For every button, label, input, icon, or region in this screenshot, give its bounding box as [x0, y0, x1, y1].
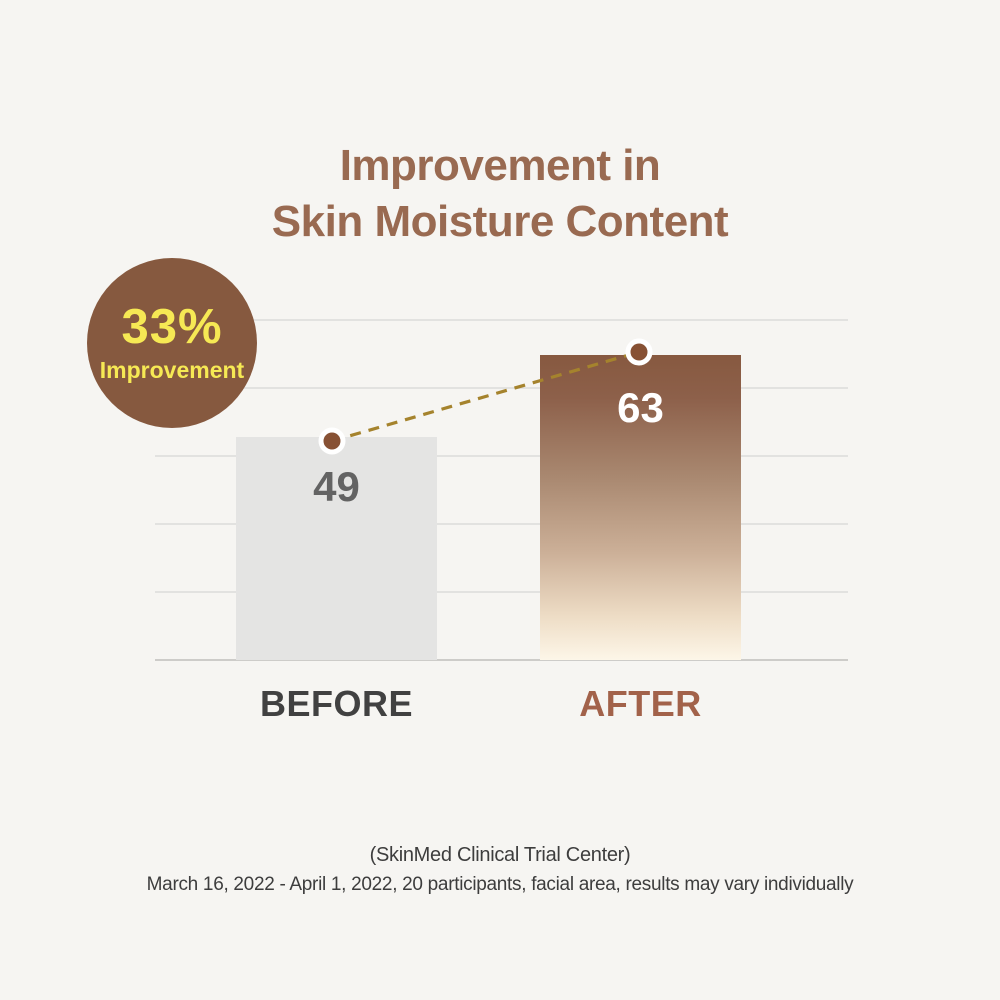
chart-title: Improvement in Skin Moisture Content	[0, 138, 1000, 250]
bar-after-value: 63	[617, 384, 664, 431]
category-label-before: BEFORE	[259, 683, 413, 724]
bar-before-value: 49	[313, 463, 360, 510]
improvement-percent: 33%	[121, 300, 223, 354]
chart-title-line1: Improvement in	[339, 141, 661, 190]
chart-title-line2: Skin Moisture Content	[271, 197, 729, 246]
improvement-label: Improvement	[99, 357, 245, 383]
footer-source: (SkinMed Clinical Trial Center)	[369, 844, 631, 866]
category-label-after: AFTER	[579, 683, 702, 724]
bar-after: 63	[540, 355, 741, 660]
improvement-badge: 33% Improvement	[87, 258, 257, 428]
footer-disclaimer: March 16, 2022 - April 1, 2022, 20 parti…	[146, 874, 854, 895]
bar-before: 49	[236, 437, 437, 660]
